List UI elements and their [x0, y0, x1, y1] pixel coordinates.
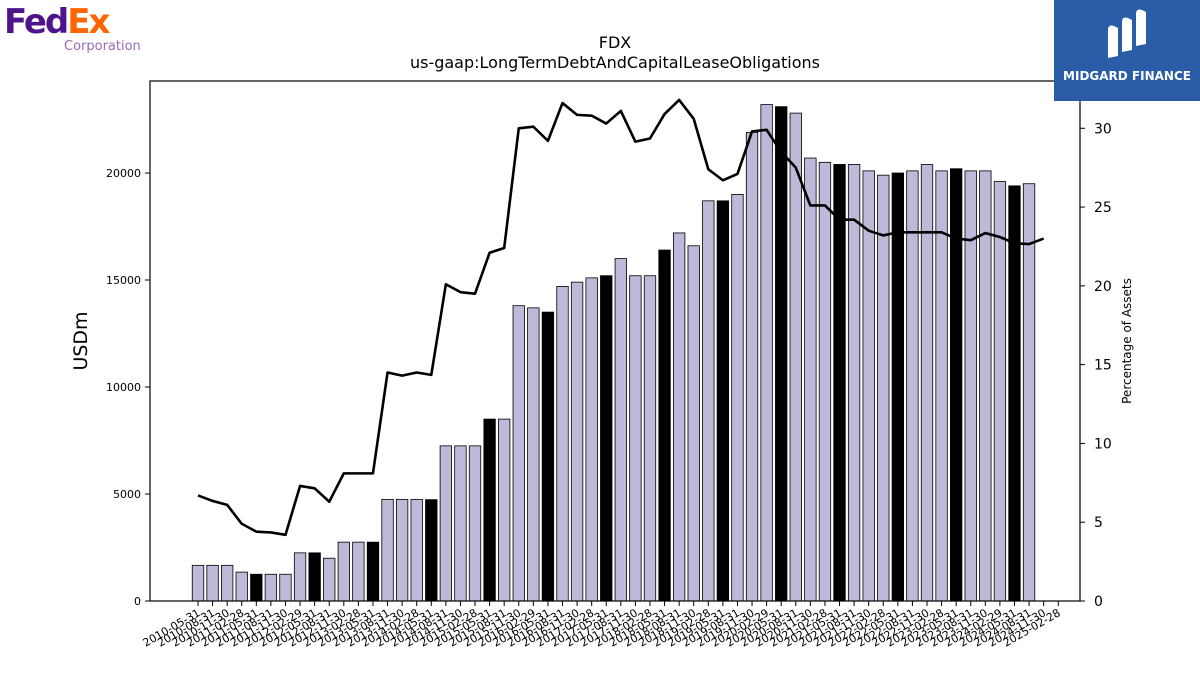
bar	[338, 542, 350, 601]
bar	[819, 162, 831, 601]
y-tick-label: 20000	[106, 167, 141, 180]
bar	[323, 558, 335, 601]
y2-tick-label: 5	[1094, 515, 1103, 531]
bar	[848, 164, 860, 601]
bar	[703, 201, 715, 601]
chart-subtitle: us-gaap:LongTermDebtAndCapitalLeaseOblig…	[410, 53, 820, 72]
chart: FDX us-gaap:LongTermDebtAndCapitalLeaseO…	[0, 0, 1200, 675]
bar	[265, 574, 277, 601]
y2-tick-label: 10	[1094, 436, 1112, 452]
bar	[834, 164, 846, 601]
y-tick-label: 15000	[106, 274, 141, 287]
bar	[965, 171, 977, 601]
bar	[353, 542, 365, 601]
bar	[1009, 186, 1021, 601]
y2-axis-label: Percentage of Assets	[1120, 278, 1134, 404]
bar	[1023, 184, 1035, 601]
bar	[251, 574, 263, 601]
bar	[688, 246, 700, 601]
logo-ex-text: Ex	[67, 2, 108, 42]
bar	[775, 107, 787, 601]
bar	[630, 276, 642, 601]
bar	[382, 499, 394, 601]
chart-title: FDX	[599, 33, 632, 52]
bar	[600, 276, 612, 601]
bar	[673, 233, 685, 601]
bar	[367, 542, 379, 601]
bar	[469, 446, 481, 601]
bar	[192, 565, 204, 601]
bar	[396, 499, 408, 601]
bar	[557, 286, 569, 601]
bar	[644, 276, 656, 601]
y-axis-label: USDm	[70, 311, 92, 370]
bar	[615, 259, 627, 601]
bar	[878, 175, 890, 601]
bar	[659, 250, 671, 601]
y2-tick-label: 15	[1094, 358, 1112, 374]
bar	[790, 113, 802, 601]
bar	[280, 574, 292, 601]
midgard-finance-name: MIDGARD FINANCE	[1054, 69, 1200, 83]
bar	[805, 158, 817, 601]
midgard-finance-logo: MIDGARD FINANCE	[1054, 0, 1200, 101]
y2-tick-label: 25	[1094, 200, 1112, 216]
bar	[221, 565, 233, 601]
bar	[746, 132, 758, 601]
bar	[761, 105, 773, 601]
bar-series	[192, 105, 1035, 601]
logo-fed-text: Fed	[4, 2, 67, 42]
bar	[586, 278, 598, 601]
bar	[994, 182, 1006, 601]
y-tick-label: 5000	[113, 488, 141, 501]
bar	[411, 499, 423, 601]
midgard-mark-icon	[1104, 8, 1150, 66]
bar	[498, 419, 510, 601]
bar	[732, 194, 744, 601]
bar	[542, 312, 554, 601]
bar	[309, 553, 321, 601]
bar	[892, 173, 904, 601]
logo-corporation-text: Corporation	[64, 39, 141, 54]
y-tick-label: 0	[134, 595, 141, 608]
bar	[921, 164, 933, 601]
bar	[528, 308, 540, 601]
y2-tick-label: 30	[1094, 121, 1112, 137]
bar	[294, 553, 306, 601]
bar	[863, 171, 875, 601]
y2-tick-label: 20	[1094, 279, 1112, 295]
bar	[455, 446, 467, 601]
bar	[950, 169, 962, 601]
bar	[571, 282, 583, 601]
bar	[440, 446, 452, 601]
bar	[426, 500, 438, 601]
bar	[207, 565, 219, 601]
bar	[513, 306, 525, 601]
bar	[907, 171, 919, 601]
bar	[236, 572, 248, 601]
fedex-logo: FedEx Corporation	[4, 2, 144, 56]
y-tick-label: 10000	[106, 381, 141, 394]
bar	[484, 419, 496, 601]
y2-tick-label: 0	[1094, 594, 1103, 610]
bar	[717, 201, 729, 601]
